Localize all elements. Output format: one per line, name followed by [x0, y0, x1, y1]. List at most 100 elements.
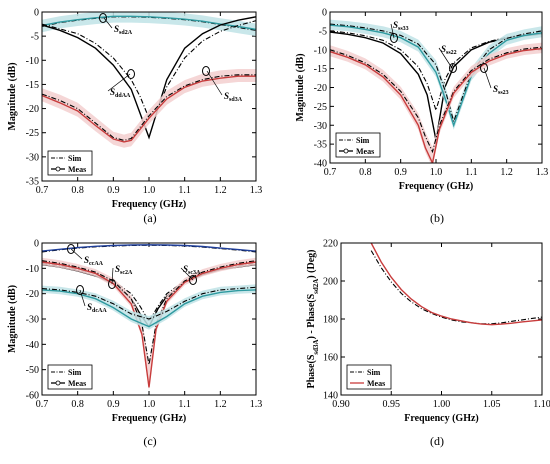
annotation-main: S	[115, 264, 120, 274]
x-tick-label: 1.3	[536, 167, 549, 178]
axes-frame	[329, 11, 543, 164]
y-tick-label: -35	[314, 140, 327, 151]
panel-label: (d)	[430, 434, 444, 448]
y-tick-label: -30	[314, 121, 327, 132]
panel-label: (a)	[143, 211, 156, 225]
plot-area	[330, 19, 542, 163]
annotation-marker	[449, 63, 457, 73]
y-tick-label: -5	[31, 32, 39, 43]
series-meas-S_ss23	[330, 47, 542, 163]
legend-box	[47, 364, 93, 390]
panel-label: (c)	[143, 434, 156, 448]
x-axis-label: Frequency (GHz)	[399, 181, 474, 192]
annotation-sub: dcAA	[92, 308, 107, 314]
annotation-label: Ssc2A	[115, 264, 133, 276]
plot-area	[42, 12, 256, 148]
series-band-S_sd3A	[42, 69, 256, 148]
x-tick-label: 1.3	[250, 185, 263, 196]
x-tick-label: 0.8	[71, 399, 84, 410]
y-tick-label: -40	[26, 340, 39, 351]
plot-area	[370, 243, 542, 326]
y-axis-label: Phase(Ssd3A) - Phase(Ssd2A) (Deg)	[306, 250, 320, 389]
x-tick-label: 0.8	[71, 185, 84, 196]
series-sim-S_dcAA	[42, 286, 256, 320]
y-tick-label: -30	[26, 152, 39, 163]
legend-box	[47, 150, 93, 176]
annotation-sub: sd3A	[229, 97, 243, 103]
panel-d: 0.90 0.95 1.00 1.05 1.10 220 200 180 160 140 Frequ…	[306, 239, 550, 449]
x-tick-label: 1.0	[143, 399, 156, 410]
x-tick-label: 0.90	[332, 399, 350, 410]
annotation-leader	[206, 70, 223, 96]
y-tick-label: 160	[323, 353, 338, 364]
annotation-marker	[390, 33, 398, 43]
annotation-leader	[483, 67, 492, 89]
axes-frame	[340, 242, 543, 396]
y-tick-label: -25	[314, 102, 327, 113]
annotation-marker	[202, 66, 210, 76]
y-tick-label: -30	[26, 315, 39, 326]
x-tick-label: 0.7	[324, 167, 337, 178]
y-tick-label: -10	[314, 45, 327, 56]
annotation-sub: sd2A	[119, 30, 133, 36]
annotation-leader	[107, 73, 131, 92]
y-tick-label: -60	[26, 391, 39, 402]
annotation-main: S	[224, 91, 229, 101]
annotation-label: Sss23	[493, 84, 509, 96]
legend-label-sim: Sim	[356, 136, 370, 145]
annotation-main: S	[84, 255, 89, 265]
annotation-sub: sc3A	[188, 270, 201, 276]
annotation-label: SccAA	[84, 255, 104, 267]
y-tick-label: -15	[314, 64, 327, 75]
series-band-S_dcAA	[42, 284, 256, 330]
y-tick-label: -50	[26, 365, 39, 376]
annotation-label: SdcAA	[87, 302, 107, 314]
legend-meas-marker	[343, 148, 349, 154]
annotation-main: S	[393, 20, 398, 30]
series-meas-S_ss22	[330, 24, 542, 128]
x-axis-label: Frequency (GHz)	[112, 199, 187, 210]
y-tick-label: -5	[319, 26, 327, 37]
series-sim-S_sc3A	[42, 260, 256, 365]
annotation-sub: ss33	[398, 26, 409, 32]
x-tick-label: 1.0	[430, 167, 443, 178]
annotation-label: Sss22	[441, 44, 457, 56]
annotation-main: S	[183, 264, 188, 274]
y-axis-label-part: Phase(S	[306, 354, 317, 388]
x-tick-label: 0.9	[107, 185, 120, 196]
annotation-leader	[390, 23, 395, 39]
y-tick-label: -25	[26, 128, 39, 139]
annotation-marker	[127, 69, 135, 79]
annotation-main: S	[87, 302, 92, 312]
x-tick-label: 1.2	[500, 167, 513, 178]
y-axis-label-part: ) (Deg)	[306, 250, 317, 279]
x-tick-label: 0.7	[36, 185, 49, 196]
annotation-label: SddAA	[110, 87, 131, 99]
y-tick-label: 0	[322, 8, 327, 19]
annotation-marker	[189, 275, 197, 285]
panel-a: 0.7 0.8 0.9 1.0 1.1 1.2 1.3 0 -5 -10 -15 -20 -25 -30 -…	[7, 8, 262, 226]
annotation-leader	[180, 267, 194, 281]
annotation-sub: ddAA	[115, 93, 131, 99]
y-tick-label: 0	[34, 8, 39, 19]
annotation-leader	[111, 267, 114, 285]
x-tick-label: 1.3	[250, 399, 263, 410]
annotation-sub: ss22	[446, 50, 457, 56]
annotation-sub: sc2A	[120, 270, 133, 276]
legend-box	[335, 132, 381, 158]
y-axis-label: Magnitude (dB)	[7, 285, 18, 353]
annotation-sub: ss23	[498, 90, 509, 96]
series-sim-phase_diff	[370, 250, 542, 325]
annotation-leader	[103, 17, 113, 29]
y-tick-label: 200	[323, 277, 338, 288]
annotation-marker	[99, 13, 107, 23]
legend-meas-marker	[55, 380, 61, 386]
plot-area	[42, 244, 256, 391]
annotation-label: Sss33	[393, 20, 409, 32]
legend-label-sim: Sim	[367, 368, 381, 377]
series-meas-S_sc3A	[42, 261, 256, 388]
x-axis-label: Frequency (GHz)	[112, 413, 187, 424]
legend-box	[346, 364, 392, 390]
legend-meas-marker	[55, 166, 61, 172]
